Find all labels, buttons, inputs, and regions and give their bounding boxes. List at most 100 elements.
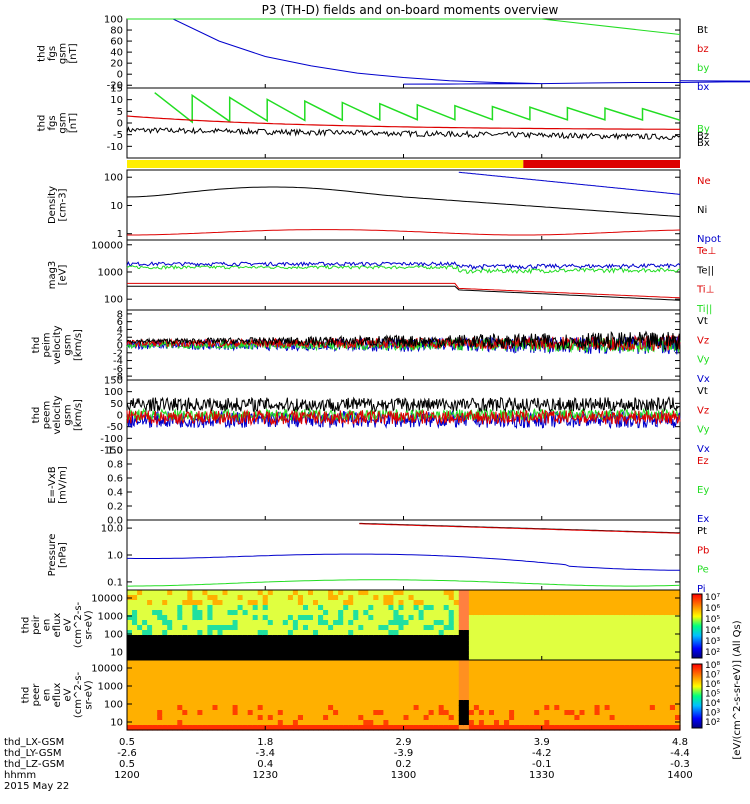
spectrogram-cell	[614, 695, 621, 701]
spectrogram-cell	[428, 685, 435, 691]
spectrogram-cell	[308, 615, 314, 621]
spectrogram-cell	[313, 720, 319, 726]
spectrogram-cell	[292, 610, 299, 616]
spectrogram-cell	[609, 645, 616, 651]
spectrogram-cell	[453, 660, 460, 666]
spectrogram-cell	[197, 600, 203, 606]
spectrogram-cell	[448, 650, 455, 656]
spectrogram-cell	[338, 705, 344, 711]
spectrogram-cell	[504, 725, 510, 731]
spectrogram-cell	[378, 665, 384, 671]
spectrogram-cell	[423, 645, 430, 651]
spectrogram-cell	[639, 660, 646, 666]
spectrogram-cell	[408, 605, 415, 611]
spectrogram-cell	[192, 670, 198, 676]
spectrogram-cell	[539, 680, 545, 686]
spectrogram-cell	[388, 650, 394, 656]
spectrogram-cell	[257, 660, 264, 666]
spectrogram-cell	[202, 620, 208, 626]
spectrogram-cell	[599, 625, 606, 631]
spectrogram-cell	[428, 645, 435, 651]
spectrogram-cell	[619, 695, 626, 701]
spectrogram-cell	[554, 690, 560, 696]
spectrogram-cell	[473, 660, 480, 666]
spectrogram-cell	[353, 680, 359, 686]
spectrogram-cell	[468, 650, 475, 656]
spectrogram-cell	[282, 695, 289, 701]
spectrogram-cell	[433, 705, 440, 711]
spectrogram-cell	[297, 630, 304, 636]
y-tick-label: 10000	[91, 240, 123, 251]
spectrogram-cell	[328, 650, 334, 656]
spectrogram-cell	[599, 710, 606, 716]
spectrogram-cell	[629, 635, 636, 641]
spectrogram-cell	[348, 720, 354, 726]
y-axis-label: [km/s]	[73, 329, 84, 361]
spectrogram-cell	[624, 645, 631, 651]
spectrogram-cell	[177, 710, 183, 716]
spectrogram-cell	[328, 660, 334, 666]
spectrogram-cell	[393, 610, 399, 616]
y-tick-label: 10	[110, 95, 123, 106]
spectrogram-cell	[147, 615, 153, 621]
spectrogram-cell	[599, 690, 606, 696]
spectrogram-cell	[142, 600, 148, 606]
spectrogram-cell	[232, 595, 239, 601]
spectrogram-cell	[468, 690, 475, 696]
spectrogram-cell	[378, 630, 384, 636]
spectrogram-cell	[252, 595, 259, 601]
spectrogram-cell	[177, 675, 183, 681]
spectrogram-cell	[398, 670, 405, 676]
spectrogram-cell	[247, 715, 254, 721]
spectrogram-cell	[664, 630, 671, 636]
spectrogram-cell	[308, 590, 314, 596]
spectrogram-cell	[217, 710, 224, 716]
series-Pb	[359, 523, 680, 534]
spectrogram-cell	[222, 680, 229, 686]
spectrogram-cell	[192, 720, 198, 726]
spectrogram-cell	[529, 680, 535, 686]
spectrogram-cell	[202, 635, 208, 641]
spectrogram-cell	[328, 600, 334, 606]
spectrogram-cell	[609, 650, 616, 656]
spectrogram-cell	[192, 690, 198, 696]
spectrogram-cell	[413, 620, 420, 626]
spectrogram-cell	[669, 630, 676, 636]
spectrogram-cell	[619, 620, 626, 626]
spectrogram-cell	[383, 645, 389, 651]
spectrogram-cell	[192, 710, 198, 716]
spectrogram-cell	[308, 710, 314, 716]
spectrogram-cell	[579, 590, 586, 596]
spectrogram-cell	[569, 705, 575, 711]
spectrogram-cell	[323, 665, 329, 671]
spectrogram-cell	[152, 615, 158, 621]
spectrogram-cell	[443, 655, 450, 661]
y-axis-label: peir	[31, 614, 42, 634]
spectrogram-cell	[348, 610, 354, 616]
spectrogram-cell	[509, 645, 515, 651]
spectrogram-cell	[509, 625, 515, 631]
spectrogram-cell	[308, 635, 314, 641]
series-Ne	[127, 229, 681, 236]
spectrogram-cell	[569, 640, 575, 646]
spectrogram-cell	[157, 690, 163, 696]
spectrogram-cell	[549, 725, 555, 731]
spectrogram-cell	[277, 665, 284, 671]
spectrogram-cell	[252, 710, 259, 716]
spectrogram-cell	[167, 665, 173, 671]
spectrogram-cell	[383, 680, 389, 686]
spectrogram-cell	[242, 595, 249, 601]
spectrogram-cell	[453, 725, 460, 731]
spectrogram-cell	[217, 720, 224, 726]
spectrogram-cell	[202, 725, 208, 731]
spectrogram-cell	[584, 665, 591, 671]
spectrogram-cell	[579, 675, 586, 681]
spectrogram-cell	[609, 660, 616, 666]
spectrogram-cell	[242, 725, 249, 731]
spectrogram-cell	[609, 630, 616, 636]
spectrogram-cell	[313, 705, 319, 711]
legend-entry: Vt	[697, 316, 708, 327]
spectrogram-cell	[478, 635, 485, 641]
spectrogram-cell	[564, 710, 570, 716]
spectrogram-cell	[363, 675, 369, 681]
